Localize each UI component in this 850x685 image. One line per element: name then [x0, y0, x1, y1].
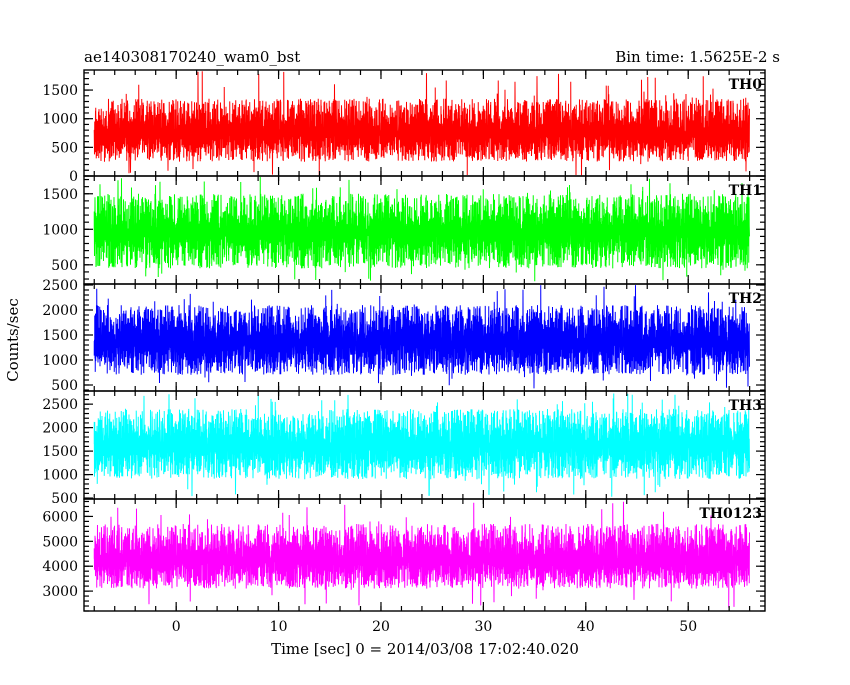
- y-tick-label: 2500: [42, 278, 78, 294]
- panel-th0: 0 500 1000 1500 TH0: [42, 69, 766, 185]
- y-tick-label: 1500: [42, 83, 78, 99]
- panel-th2: 500 1000 1500 2000 2500 TH2: [42, 278, 766, 394]
- panel-th0123: 3000 4000 5000 6000 TH0123 0 10 20 30 40 50: [42, 498, 766, 635]
- y-tick-label: 500: [51, 491, 78, 507]
- y-tick-label: 1000: [42, 353, 78, 369]
- panel-th1: 500 1000 1500 TH1: [42, 175, 766, 285]
- y-tick-label: 6000: [42, 509, 78, 525]
- panel-label-th0123: TH0123: [699, 506, 762, 522]
- panel-frame-th0123: [83, 498, 766, 612]
- y-tick-label: 4000: [42, 559, 78, 575]
- y-tick-label: 2000: [42, 303, 78, 319]
- x-tick-label: 40: [577, 619, 595, 635]
- panel-th3: 500 1000 1500 2000 2500 TH3: [42, 390, 766, 507]
- series-line-th0123: [93, 501, 750, 608]
- x-tick-label: 20: [372, 619, 390, 635]
- y-tick-label: 1000: [42, 112, 78, 128]
- series-line-th2: [93, 285, 750, 389]
- series-line-th1: [93, 176, 750, 282]
- y-tick-label: 2500: [42, 397, 78, 413]
- y-axis-title: Counts/sec: [4, 298, 22, 382]
- y-tick-label: 1500: [42, 328, 78, 344]
- y-tick-label: 1500: [42, 187, 78, 203]
- panel-label-th2: TH2: [729, 291, 762, 307]
- y-tick-label: 1000: [42, 468, 78, 484]
- y-tick-label: 0: [69, 169, 78, 185]
- panel-label-th3: TH3: [729, 398, 762, 414]
- y-tick-label: 5000: [42, 534, 78, 550]
- x-tick-label: 50: [679, 619, 697, 635]
- chart-title-left: ae140308170240_wam0_bst: [84, 48, 300, 66]
- y-tick-label: 1000: [42, 222, 78, 238]
- y-tick-label: 500: [51, 378, 78, 394]
- y-tick-label: 1500: [42, 444, 78, 460]
- x-tick-label: 10: [270, 619, 288, 635]
- y-tick-label: 500: [51, 258, 78, 274]
- x-tick-label: 30: [474, 619, 492, 635]
- series-line-th3: [93, 393, 750, 497]
- chart-title-right: Bin time: 1.5625E-2 s: [615, 48, 780, 66]
- panel-label-th1: TH1: [729, 183, 762, 199]
- x-axis-title: Time [sec] 0 = 2014/03/08 17:02:40.020: [271, 640, 579, 658]
- x-tick-label: 0: [172, 619, 181, 635]
- panel-label-th0: TH0: [729, 77, 763, 93]
- y-tick-label: 500: [51, 140, 78, 156]
- series-line-th0: [93, 71, 750, 176]
- y-tick-label: 2000: [42, 421, 78, 437]
- y-tick-label: 3000: [42, 584, 78, 600]
